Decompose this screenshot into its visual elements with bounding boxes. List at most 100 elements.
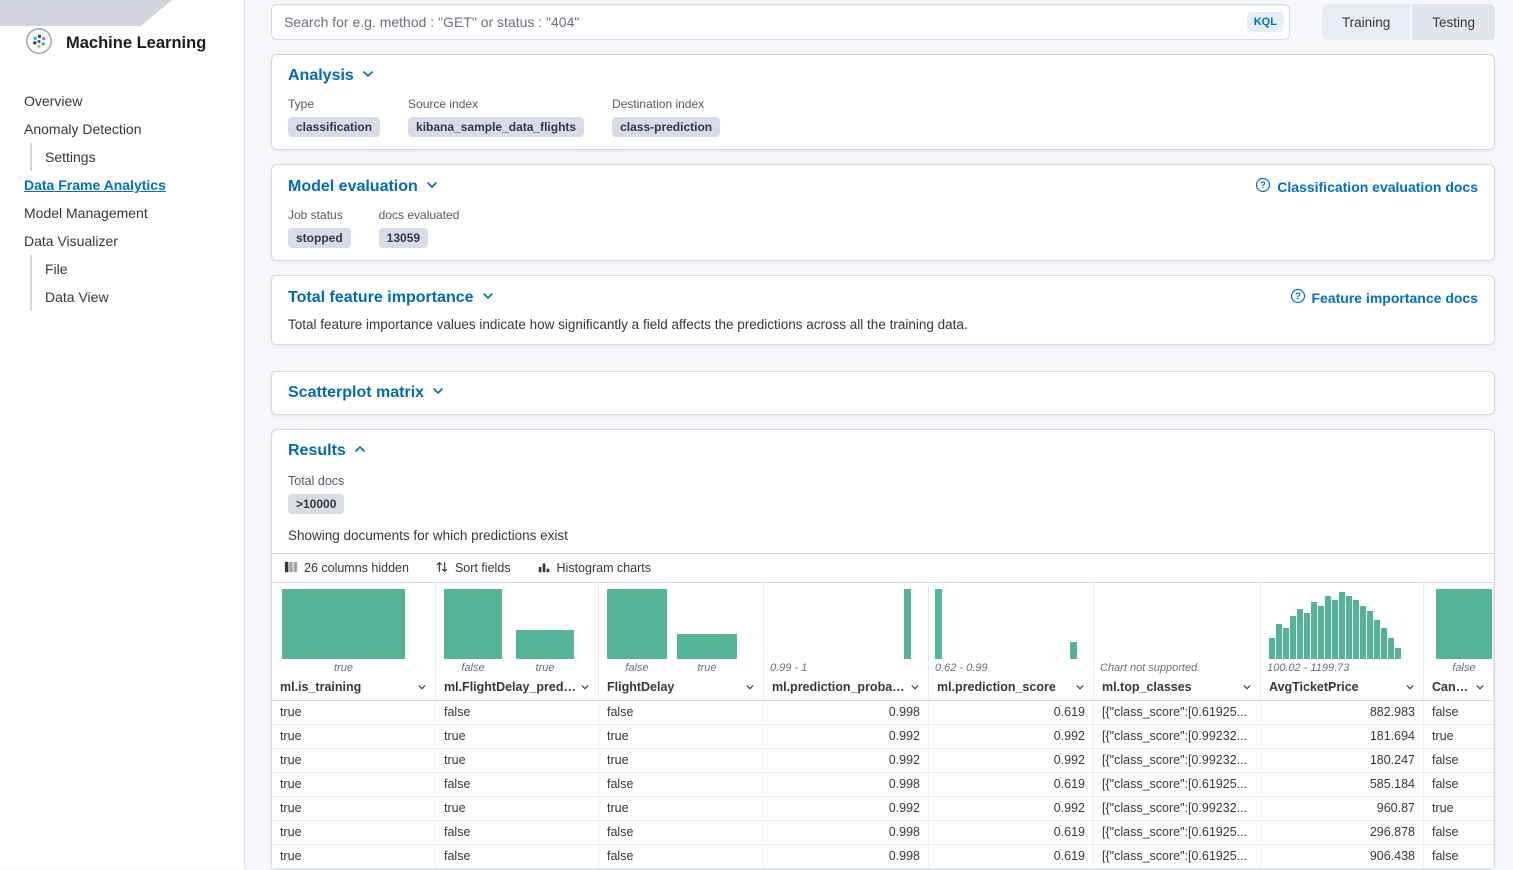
sidebar-item-overview[interactable]: Overview xyxy=(24,93,83,109)
analysis-accordion-toggle[interactable]: Analysis xyxy=(288,67,374,85)
cell-ml-is-training[interactable]: true xyxy=(272,749,436,772)
cell-cancelled[interactable]: false xyxy=(1424,773,1494,796)
cell-ml-top-classes[interactable]: [{"class_score":[0.99232... xyxy=(1094,797,1261,820)
cell-ml-flightdelay-prediction[interactable]: false xyxy=(436,773,599,796)
cell-ml-prediction-score[interactable]: 0.619 xyxy=(929,773,1094,796)
cell-avgticketprice[interactable]: 906.438 xyxy=(1261,845,1424,868)
cell-ml-flightdelay-prediction[interactable]: false xyxy=(436,701,599,724)
column-header-ml-flightdelay-prediction[interactable]: false true ml.FlightDelay_prediction xyxy=(436,583,599,701)
column-header-ml-prediction-probability[interactable]: 0.99 - 1 ml.prediction_probability xyxy=(764,583,929,701)
column-header-ml-top-classes[interactable]: Chart not supported. ml.top_classes xyxy=(1094,583,1261,701)
cell-flightdelay[interactable]: false xyxy=(599,821,764,844)
testing-button[interactable]: Testing xyxy=(1412,4,1495,40)
sidebar-item-file[interactable]: File xyxy=(30,255,244,283)
cell-ml-is-training[interactable]: true xyxy=(272,701,436,724)
cell-ml-is-training[interactable]: true xyxy=(272,845,436,868)
cell-ml-top-classes[interactable]: [{"class_score":[0.61925... xyxy=(1094,773,1261,796)
feature-importance-docs-link[interactable]: ? Feature importance docs xyxy=(1290,288,1478,307)
sidebar-item-data-frame-analytics[interactable]: Data Frame Analytics xyxy=(24,177,166,193)
cell-ml-flightdelay-prediction[interactable]: false xyxy=(436,821,599,844)
kql-badge[interactable]: KQL xyxy=(1246,12,1284,32)
column-actions-icon[interactable] xyxy=(910,682,920,692)
feature-importance-accordion-toggle[interactable]: Total feature importance xyxy=(288,289,494,307)
model-evaluation-accordion-toggle[interactable]: Model evaluation xyxy=(288,178,438,196)
chevron-down-icon[interactable] xyxy=(482,289,494,307)
cell-ml-prediction-probability[interactable]: 0.992 xyxy=(764,749,929,772)
histogram-bar xyxy=(1304,612,1310,659)
cell-ml-flightdelay-prediction[interactable]: false xyxy=(436,845,599,868)
cell-ml-top-classes[interactable]: [{"class_score":[0.99232... xyxy=(1094,749,1261,772)
cell-ml-top-classes[interactable]: [{"class_score":[0.99232... xyxy=(1094,725,1261,748)
cell-ml-flightdelay-prediction[interactable]: true xyxy=(436,725,599,748)
cell-flightdelay[interactable]: true xyxy=(599,797,764,820)
cell-ml-flightdelay-prediction[interactable]: true xyxy=(436,797,599,820)
search-input[interactable] xyxy=(271,4,1290,40)
column-header-cancelled[interactable]: false Cancelled xyxy=(1424,583,1494,701)
chevron-down-icon[interactable] xyxy=(432,384,444,402)
cell-ml-top-classes[interactable]: [{"class_score":[0.61925... xyxy=(1094,845,1261,868)
cell-avgticketprice[interactable]: 960.87 xyxy=(1261,797,1424,820)
cell-ml-is-training[interactable]: true xyxy=(272,773,436,796)
cell-flightdelay[interactable]: false xyxy=(599,701,764,724)
cell-cancelled[interactable]: false xyxy=(1424,821,1494,844)
chevron-up-icon[interactable] xyxy=(354,442,366,460)
cell-ml-prediction-score[interactable]: 0.992 xyxy=(929,797,1094,820)
cell-avgticketprice[interactable]: 585.184 xyxy=(1261,773,1424,796)
column-actions-icon[interactable] xyxy=(1242,682,1252,692)
sidebar-item-anomaly-detection[interactable]: Anomaly Detection xyxy=(24,121,142,137)
cell-avgticketprice[interactable]: 180.247 xyxy=(1261,749,1424,772)
column-actions-icon[interactable] xyxy=(1475,682,1485,692)
column-header-ml-prediction-score[interactable]: 0.62 - 0.99 ml.prediction_score xyxy=(929,583,1094,701)
column-actions-icon[interactable] xyxy=(745,682,755,692)
sidebar-item-settings[interactable]: Settings xyxy=(30,143,244,171)
cell-ml-prediction-probability[interactable]: 0.992 xyxy=(764,797,929,820)
cell-ml-prediction-probability[interactable]: 0.998 xyxy=(764,773,929,796)
training-button[interactable]: Training xyxy=(1321,4,1411,40)
cell-flightdelay[interactable]: false xyxy=(599,773,764,796)
columns-hidden-button[interactable]: 26 columns hidden xyxy=(284,560,409,577)
classification-evaluation-docs-link[interactable]: ? Classification evaluation docs xyxy=(1255,177,1478,196)
column-header-ml-is-training[interactable]: true ml.is_training xyxy=(272,583,436,701)
column-actions-icon[interactable] xyxy=(417,682,427,692)
sidebar-item-data-visualizer[interactable]: Data Visualizer xyxy=(24,233,118,249)
cell-ml-is-training[interactable]: true xyxy=(272,821,436,844)
column-actions-icon[interactable] xyxy=(580,682,590,692)
cell-flightdelay[interactable]: false xyxy=(599,845,764,868)
cell-cancelled[interactable]: false xyxy=(1424,845,1494,868)
histogram-charts-button[interactable]: Histogram charts xyxy=(537,560,651,577)
cell-ml-prediction-score[interactable]: 0.992 xyxy=(929,749,1094,772)
cell-avgticketprice[interactable]: 296.878 xyxy=(1261,821,1424,844)
cell-cancelled[interactable]: true xyxy=(1424,797,1494,820)
cell-ml-prediction-score[interactable]: 0.992 xyxy=(929,725,1094,748)
cell-cancelled[interactable]: true xyxy=(1424,725,1494,748)
results-accordion-toggle[interactable]: Results xyxy=(288,442,366,460)
cell-ml-prediction-probability[interactable]: 0.998 xyxy=(764,821,929,844)
column-header-flightdelay[interactable]: false true FlightDelay xyxy=(599,583,764,701)
chevron-down-icon[interactable] xyxy=(426,178,438,196)
cell-cancelled[interactable]: false xyxy=(1424,749,1494,772)
cell-ml-top-classes[interactable]: [{"class_score":[0.61925... xyxy=(1094,701,1261,724)
column-actions-icon[interactable] xyxy=(1075,682,1085,692)
cell-ml-is-training[interactable]: true xyxy=(272,725,436,748)
cell-avgticketprice[interactable]: 181.694 xyxy=(1261,725,1424,748)
cell-flightdelay[interactable]: true xyxy=(599,725,764,748)
sidebar-item-model-management[interactable]: Model Management xyxy=(24,205,148,221)
sort-fields-button[interactable]: Sort fields xyxy=(435,560,511,577)
cell-ml-prediction-probability[interactable]: 0.998 xyxy=(764,701,929,724)
cell-flightdelay[interactable]: true xyxy=(599,749,764,772)
cell-ml-top-classes[interactable]: [{"class_score":[0.61925... xyxy=(1094,821,1261,844)
chevron-down-icon[interactable] xyxy=(362,67,374,85)
scatterplot-accordion-toggle[interactable]: Scatterplot matrix xyxy=(288,384,444,402)
column-actions-icon[interactable] xyxy=(1405,682,1415,692)
cell-ml-is-training[interactable]: true xyxy=(272,797,436,820)
cell-avgticketprice[interactable]: 882.983 xyxy=(1261,701,1424,724)
cell-cancelled[interactable]: false xyxy=(1424,701,1494,724)
sidebar-item-data-view[interactable]: Data View xyxy=(30,283,244,311)
cell-ml-prediction-probability[interactable]: 0.998 xyxy=(764,845,929,868)
cell-ml-prediction-score[interactable]: 0.619 xyxy=(929,821,1094,844)
column-header-avgticketprice[interactable]: 100.02 - 1199.73 AvgTicketPrice xyxy=(1261,583,1424,701)
cell-ml-prediction-score[interactable]: 0.619 xyxy=(929,845,1094,868)
cell-ml-prediction-probability[interactable]: 0.992 xyxy=(764,725,929,748)
cell-ml-prediction-score[interactable]: 0.619 xyxy=(929,701,1094,724)
cell-ml-flightdelay-prediction[interactable]: true xyxy=(436,749,599,772)
